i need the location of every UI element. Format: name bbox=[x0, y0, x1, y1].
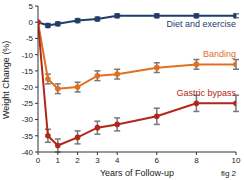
html-text:fig 2: fig 2 bbox=[220, 169, 236, 178]
svg-text:Banding: Banding bbox=[203, 49, 236, 59]
svg-text:-20: -20 bbox=[21, 83, 33, 92]
svg-text:Weight Change (%): Weight Change (%) bbox=[8, 41, 11, 119]
svg-text:-15: -15 bbox=[21, 67, 33, 76]
svg-text:2: 2 bbox=[75, 156, 80, 165]
svg-text:10: 10 bbox=[232, 156, 236, 165]
svg-text:6: 6 bbox=[155, 156, 160, 165]
svg-text:5: 5 bbox=[29, 2, 34, 11]
svg-text:-25: -25 bbox=[21, 99, 33, 108]
svg-text:-30: -30 bbox=[21, 115, 33, 124]
svg-text:0: 0 bbox=[36, 156, 41, 165]
svg-text:-10: -10 bbox=[21, 51, 33, 60]
svg-text:Diet and exercise: Diet and exercise bbox=[166, 19, 236, 29]
svg-text:-40: -40 bbox=[21, 148, 33, 157]
svg-text:-35: -35 bbox=[21, 132, 33, 141]
svg-text:0: 0 bbox=[29, 18, 34, 27]
svg-text:-5: -5 bbox=[26, 34, 34, 43]
svg-text:1: 1 bbox=[56, 156, 61, 165]
svg-text:Gastric bypass: Gastric bypass bbox=[176, 88, 236, 98]
svg-text:Years of Follow-up: Years of Follow-up bbox=[100, 168, 174, 178]
svg-text:4: 4 bbox=[115, 156, 120, 165]
svg-text:8: 8 bbox=[194, 156, 199, 165]
svg-text:3: 3 bbox=[95, 156, 100, 165]
